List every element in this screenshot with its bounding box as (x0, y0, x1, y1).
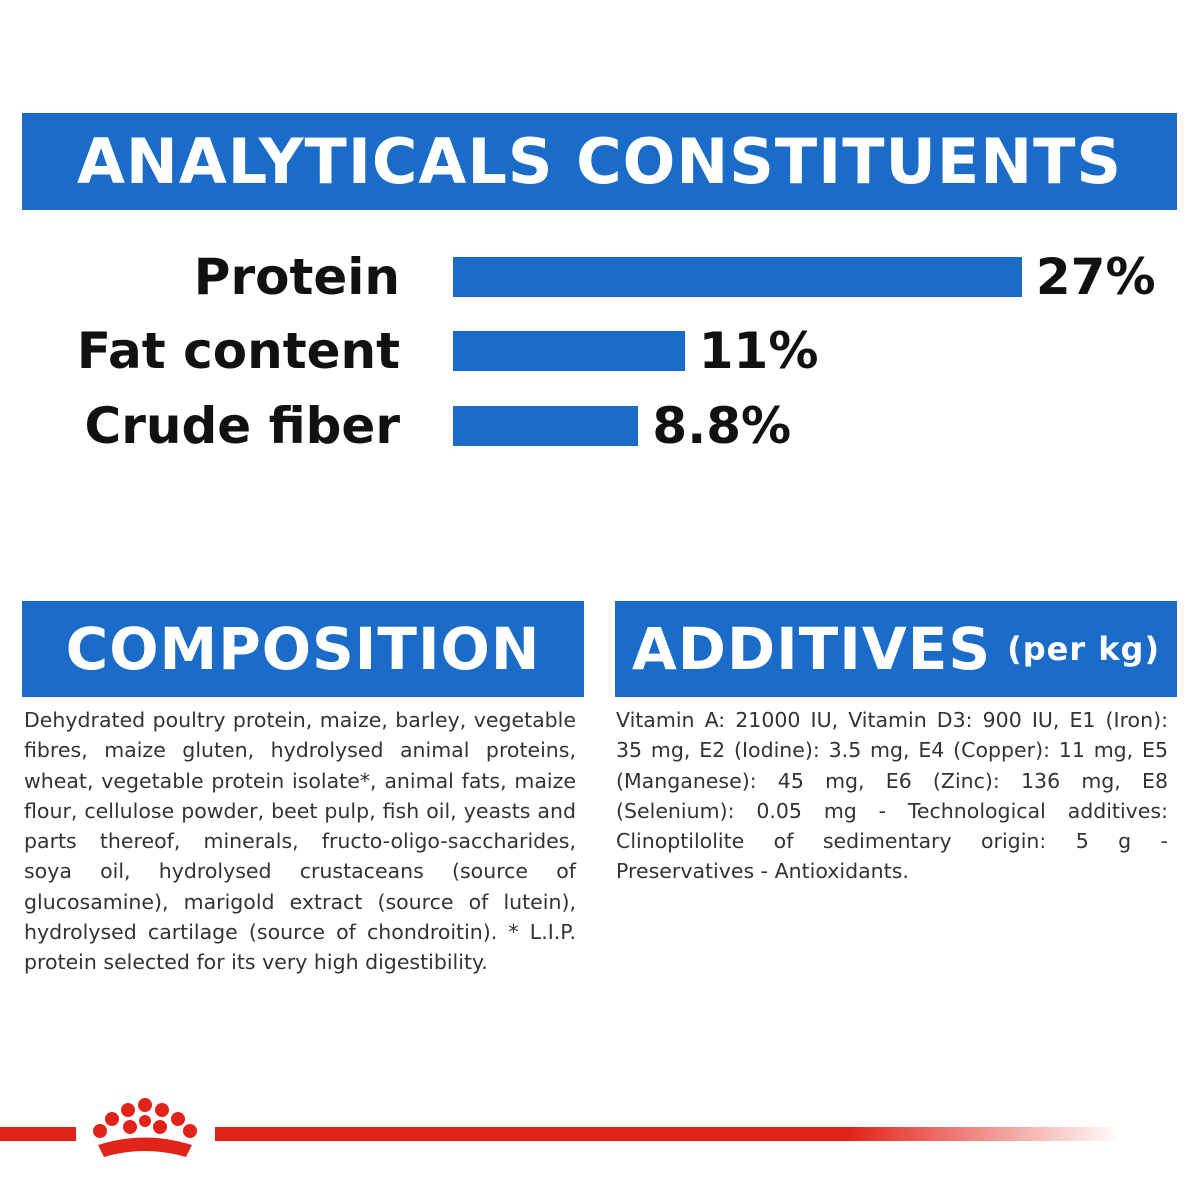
bar (453, 331, 685, 371)
value-label: 27% (1035, 248, 1156, 306)
category-label: Fat content (76, 322, 400, 380)
composition-text: Dehydrated poultry protein, maize, barle… (24, 708, 576, 975)
category-label: Crude fiber (84, 397, 400, 455)
category-label: Protein (193, 248, 400, 306)
additives-banner: ADDITIVES (per kg) (615, 601, 1177, 697)
composition-title: COMPOSITION (22, 601, 584, 697)
value-label: 8.8% (652, 397, 792, 455)
footer-logo (0, 1098, 1120, 1157)
bar (453, 406, 639, 446)
chart-title: ANALYTICALS CONSTITUENTS (22, 113, 1177, 210)
additives-text: Vitamin A: 21000 IU, Vitamin D3: 900 IU,… (616, 708, 1168, 884)
bar (453, 257, 1022, 297)
value-label: 11% (698, 322, 819, 380)
additives-title: ADDITIVES (631, 615, 992, 683)
additives-unit: (per kg) (1007, 630, 1161, 668)
